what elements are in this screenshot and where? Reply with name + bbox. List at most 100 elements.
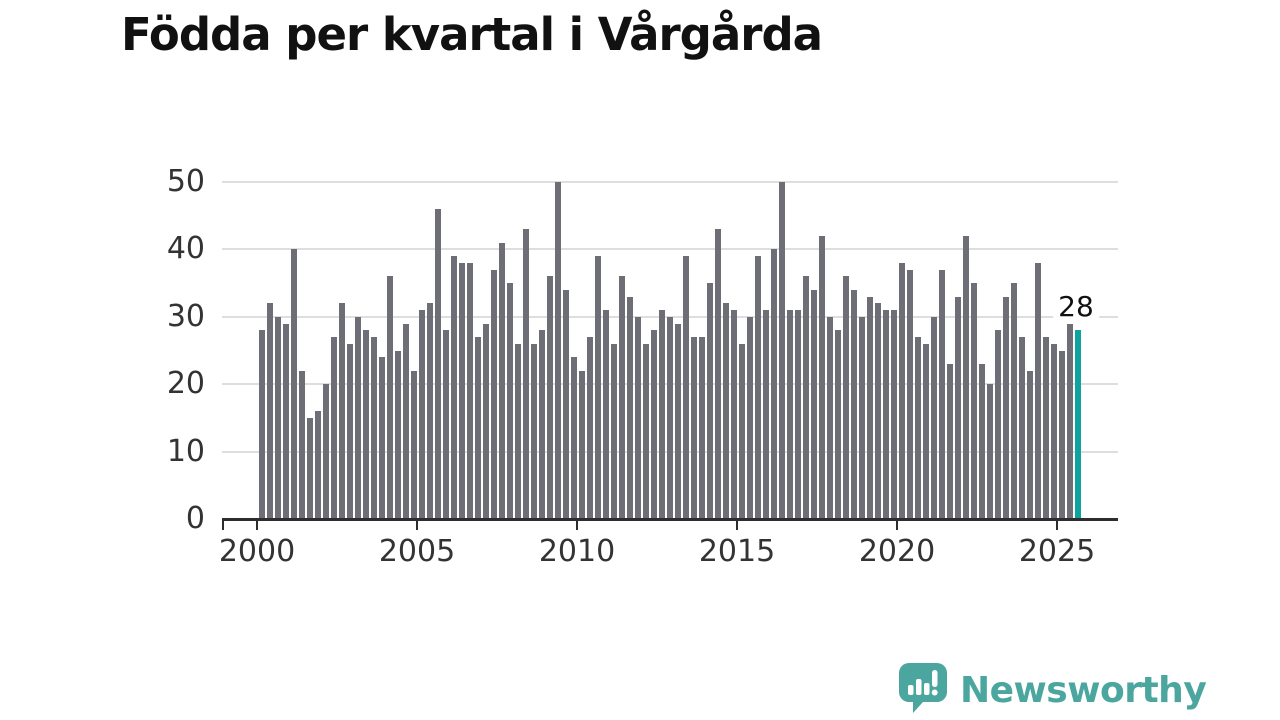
bar xyxy=(475,337,481,519)
bar xyxy=(379,357,385,519)
bar xyxy=(411,370,417,519)
bar xyxy=(1035,262,1041,519)
bar xyxy=(651,330,657,519)
bar xyxy=(403,323,409,519)
bar xyxy=(787,310,793,519)
y-axis-tick-label: 0 xyxy=(185,501,205,536)
bar xyxy=(323,384,329,519)
bar xyxy=(947,363,953,519)
bar xyxy=(307,417,313,519)
bar xyxy=(811,289,817,519)
bar xyxy=(995,330,1001,519)
bar xyxy=(267,303,273,519)
bar xyxy=(883,310,889,519)
bar xyxy=(1019,337,1025,519)
x-axis-tick-2005 xyxy=(416,521,418,530)
bar xyxy=(299,370,305,519)
bar xyxy=(275,316,281,519)
bar xyxy=(707,283,713,519)
bar xyxy=(643,343,649,519)
x-axis-tick-2015 xyxy=(736,521,738,530)
bar xyxy=(419,310,425,519)
y-axis-tick-label: 40 xyxy=(166,231,205,267)
bar xyxy=(347,343,353,519)
bar xyxy=(451,256,457,519)
bar xyxy=(875,303,881,519)
x-axis-corner-tick xyxy=(222,521,224,530)
bar xyxy=(523,229,529,519)
bar xyxy=(363,330,369,519)
x-axis-tick-label: 2005 xyxy=(378,534,456,569)
bar xyxy=(699,337,705,519)
bar xyxy=(371,337,377,519)
y-axis-tick-label: 20 xyxy=(166,366,205,402)
bar xyxy=(1059,350,1065,519)
bar xyxy=(659,310,665,519)
y-axis-tick-label: 10 xyxy=(166,433,205,469)
bar xyxy=(283,323,289,519)
bar xyxy=(491,269,497,519)
bar xyxy=(507,283,513,519)
brand-name: Newsworthy xyxy=(960,669,1207,711)
bar xyxy=(763,310,769,519)
bar xyxy=(667,316,673,519)
bar xyxy=(259,330,265,519)
bar xyxy=(803,276,809,519)
x-axis-tick-label: 2000 xyxy=(218,534,296,569)
bar xyxy=(499,242,505,519)
chart-title: Födda per kvartal i Vårgårda xyxy=(121,8,823,61)
bar xyxy=(923,343,929,519)
bar xyxy=(595,256,601,519)
bar xyxy=(683,256,689,519)
bar xyxy=(907,269,913,519)
newsworthy-logo-icon xyxy=(898,662,948,718)
bar xyxy=(355,316,361,519)
bar xyxy=(571,357,577,519)
bar xyxy=(835,330,841,519)
bar xyxy=(715,229,721,519)
bar xyxy=(795,310,801,519)
bar xyxy=(331,337,337,519)
bar xyxy=(723,303,729,519)
bar xyxy=(955,296,961,519)
bar xyxy=(867,296,873,519)
bar xyxy=(435,208,441,519)
bar xyxy=(691,337,697,519)
bar xyxy=(427,303,433,519)
bar xyxy=(635,316,641,519)
x-axis-tick-label: 2015 xyxy=(698,534,776,569)
bar xyxy=(1051,343,1057,519)
bar xyxy=(467,262,473,519)
x-axis-tick-2020 xyxy=(896,521,898,530)
gridline-y-40 xyxy=(222,248,1118,251)
bar xyxy=(843,276,849,519)
bar xyxy=(891,310,897,519)
bar xyxy=(291,249,297,519)
bar xyxy=(611,343,617,519)
bar xyxy=(587,337,593,519)
bar xyxy=(1043,337,1049,519)
bar xyxy=(515,343,521,519)
bar xyxy=(483,323,489,519)
bar xyxy=(939,269,945,519)
bar xyxy=(963,235,969,519)
bar xyxy=(731,310,737,519)
bar xyxy=(1003,296,1009,519)
bar xyxy=(971,283,977,519)
x-axis-tick-2010 xyxy=(576,521,578,530)
bar xyxy=(547,276,553,519)
highlight-value-label: 28 xyxy=(1053,292,1099,323)
bar xyxy=(827,316,833,519)
bar xyxy=(603,310,609,519)
x-axis-tick-label: 2010 xyxy=(538,534,616,569)
bar xyxy=(1027,370,1033,519)
bar xyxy=(755,256,761,519)
x-axis-tick-label: 2025 xyxy=(1018,534,1096,569)
bar xyxy=(1011,283,1017,519)
gridline-y-50 xyxy=(222,181,1118,183)
x-axis-tick-label: 2020 xyxy=(858,534,936,569)
bar xyxy=(579,370,585,519)
bar xyxy=(739,343,745,519)
